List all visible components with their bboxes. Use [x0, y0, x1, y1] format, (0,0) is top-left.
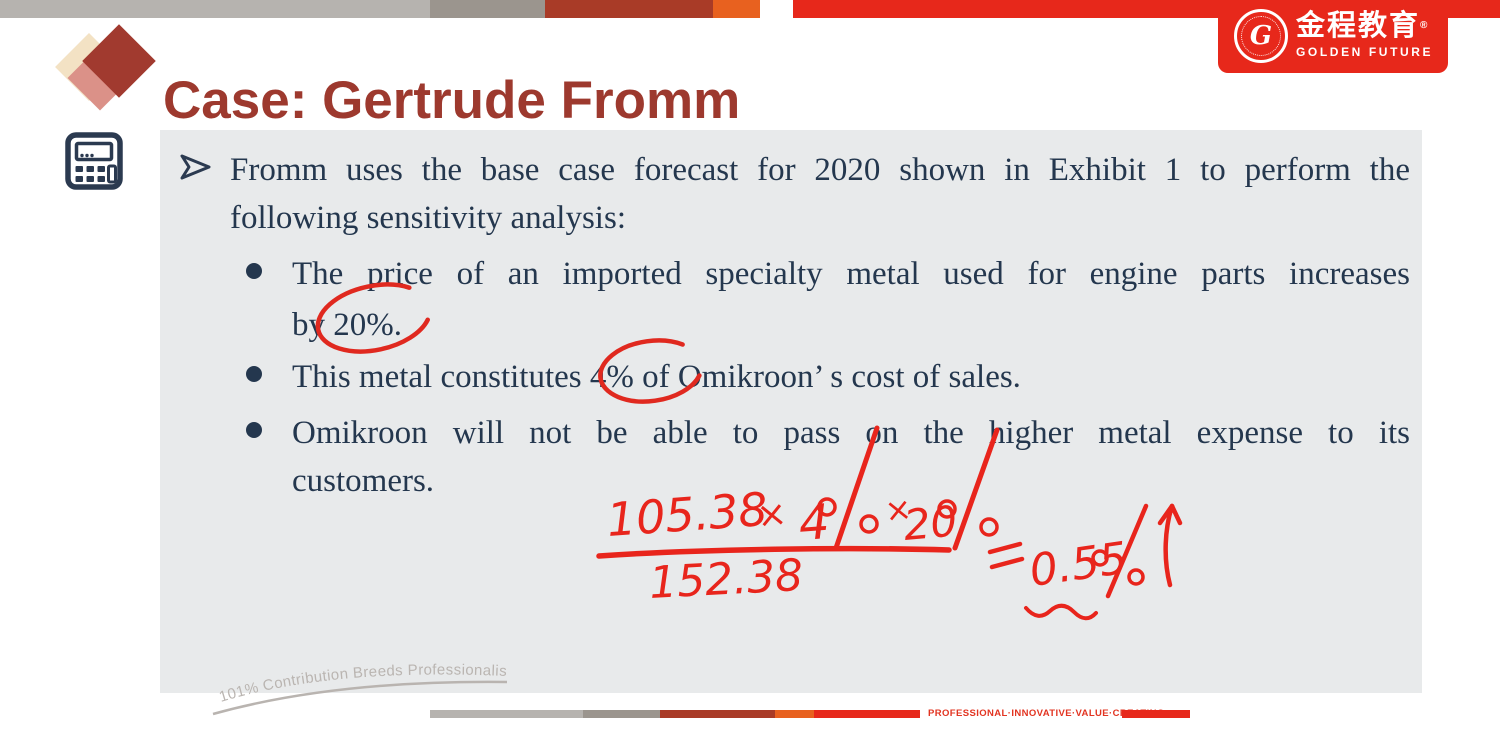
bullet-line: by 20%. [292, 307, 402, 343]
footer-tagline: PROFESSIONAL·INNOVATIVE·VALUE·CREATING [928, 708, 1165, 719]
intro-line: Fromm uses the base case forecast for 20… [230, 152, 1410, 188]
footbar-segment [1122, 710, 1190, 718]
bullet-dot-icon [246, 366, 262, 382]
footbar-segment [430, 710, 583, 718]
footbar-segment [775, 710, 814, 718]
svg-text:101% Contribution Breeds Profe: 101% Contribution Breeds Professionalism… [205, 652, 507, 706]
brand-text: 金程教育® GOLDEN FUTURE [1296, 10, 1433, 59]
page-title: Case: Gertrude Fromm [163, 70, 741, 130]
brand-name-en: GOLDEN FUTURE [1296, 45, 1434, 59]
bullet-line: Omikroon will not be able to pass on the… [292, 415, 1410, 451]
topbar-segment [545, 0, 713, 18]
bullet-dot-icon [246, 263, 262, 279]
footbar-segment [583, 710, 660, 718]
bullet-line: customers. [292, 463, 435, 499]
footbar-segment [660, 710, 775, 718]
topbar-segment [713, 0, 760, 18]
topbar-segment [0, 0, 430, 18]
content-panel [160, 130, 1422, 693]
bullet-line: This metal constitutes 4% of Omikroon’ s… [292, 359, 1021, 395]
brand-seal-ring: G [1241, 16, 1281, 56]
brand-name-cn-text: 金程教育 [1296, 10, 1421, 42]
topbar-segment [430, 0, 545, 18]
intro-line: following sensitivity analysis: [230, 200, 626, 236]
calculator-icon [65, 132, 123, 190]
bullet-dot-icon [246, 422, 262, 438]
watermark: 101% Contribution Breeds Professionalism… [205, 652, 507, 716]
registered-mark: ® [1420, 20, 1430, 31]
bullet-line: The price of an imported specialty metal… [292, 256, 1410, 292]
brand-seal-letter: G [1249, 21, 1273, 51]
brand-name-cn: 金程教育® [1296, 10, 1433, 42]
watermark-text: 101% Contribution Breeds Professionalism… [205, 652, 507, 706]
chevron-bullet-icon [180, 154, 211, 180]
brand-seal-icon: G [1234, 9, 1288, 63]
brand-logo: G 金程教育® GOLDEN FUTURE [1218, 0, 1448, 73]
footbar-segment [814, 710, 920, 718]
